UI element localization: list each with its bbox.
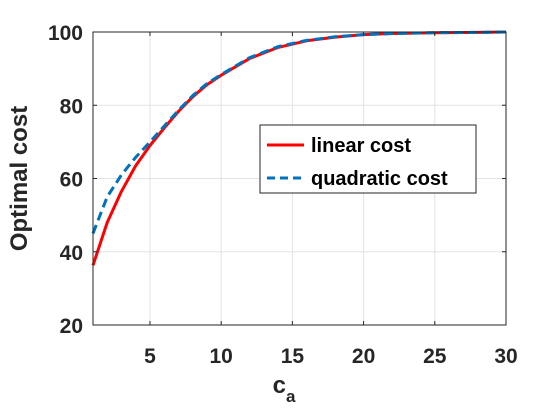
series-line-quadratic-cost	[91, 30, 507, 234]
series-lines	[91, 30, 507, 266]
x-tick-label: 15	[281, 345, 305, 368]
x-axis-label: ca	[273, 372, 296, 406]
axis-ticks: 5 10 15 20 25 30 20 40 60 80 100	[48, 22, 518, 368]
y-tick-label: 60	[60, 169, 83, 192]
x-tick-label: 20	[352, 345, 375, 368]
legend-box	[259, 124, 477, 194]
x-tick-label: 5	[144, 345, 156, 368]
legend-label-quadratic-cost: quadratic cost	[311, 168, 448, 190]
x-tick-label: 10	[209, 345, 232, 368]
y-tick-label: 100	[48, 22, 83, 45]
legend-label-linear-cost: linear cost	[311, 135, 411, 157]
y-tick-label: 40	[60, 242, 83, 265]
x-tick-label: 25	[423, 345, 447, 368]
x-tick-label: 30	[494, 345, 517, 368]
y-axis-label: Optimal cost	[6, 106, 33, 251]
legend: linear cost quadratic cost	[259, 124, 477, 194]
y-tick-label: 80	[60, 95, 83, 118]
y-tick-label: 20	[60, 315, 83, 338]
